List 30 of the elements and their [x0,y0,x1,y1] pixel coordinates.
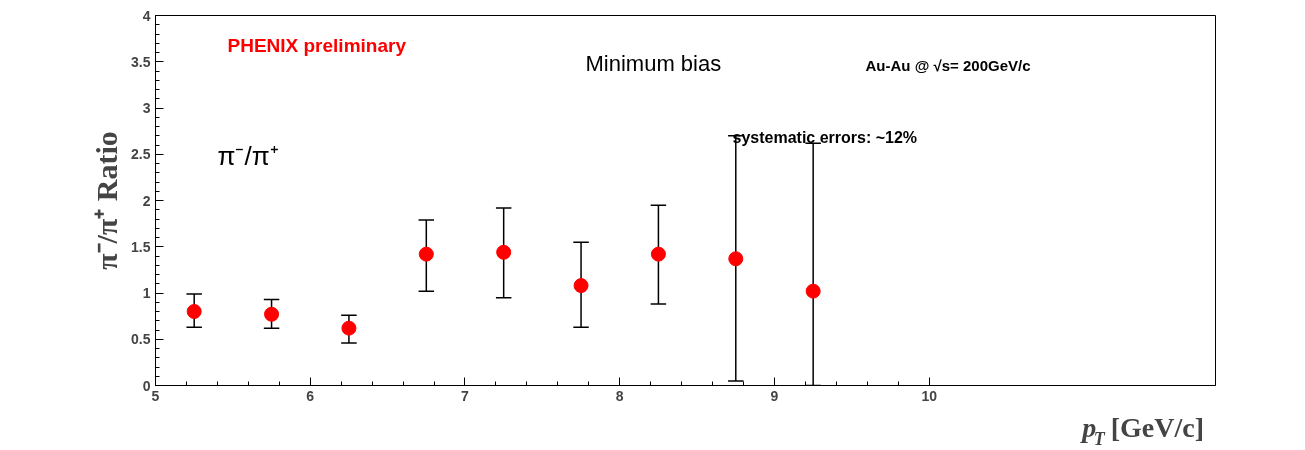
point [264,306,280,322]
annotation: PHENIX preliminary [227,34,407,56]
y-tick-label: 3 [142,100,151,116]
y-tick-label: 2.5 [131,146,151,163]
y-tick-label: 2 [142,192,151,209]
point [805,283,821,299]
x-tick-label: 7 [461,387,470,404]
x-tick-label: 8 [615,387,624,404]
annotation: systematic errors: ~12% [732,128,918,146]
y-axis-title: π⁻/π⁺ Ratio [90,131,124,270]
x-tick-label: 9 [770,387,779,404]
point [341,320,357,336]
y-tick-label: 4 [142,7,151,24]
y-tick-label: 1 [142,285,151,301]
y-tick-label: 3.5 [131,53,151,70]
point [186,304,202,319]
x-tick-label: 6 [306,387,315,404]
annotation: π⁻/π⁺ [217,140,279,171]
y-tick-label: 0 [142,377,151,394]
point [650,246,666,262]
x-tick-label: 5 [151,387,160,404]
annotation: Minimum bias [585,50,722,76]
y-tick-label: 1.5 [131,238,151,255]
point [496,244,512,260]
point [728,251,744,267]
annotation: Au-Au @ √s= 200GeV/c [865,56,1031,74]
x-tick-label: 10 [921,387,938,404]
point [418,246,434,262]
point [573,278,589,294]
y-tick-label: 0.5 [131,331,151,348]
